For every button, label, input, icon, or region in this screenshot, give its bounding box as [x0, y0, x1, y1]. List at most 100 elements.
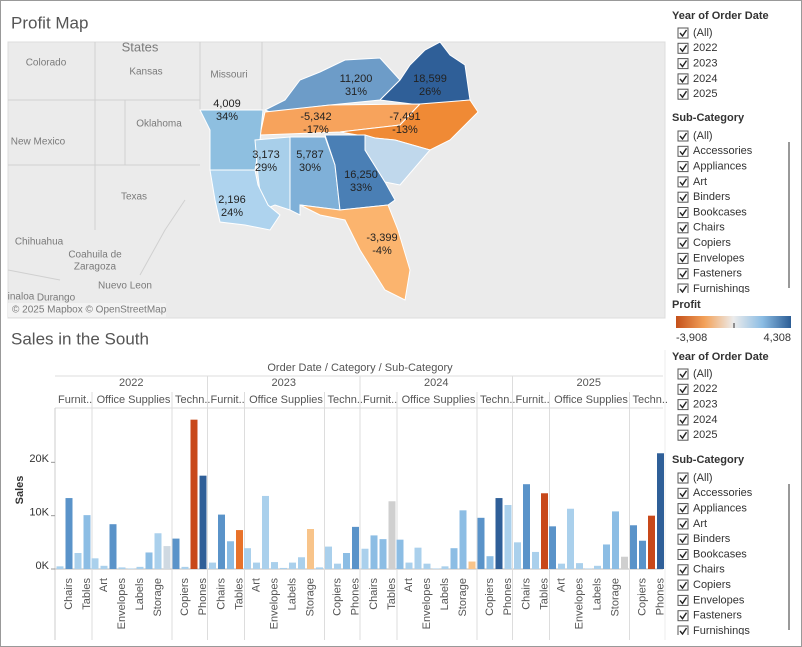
bar	[280, 567, 287, 569]
checkbox[interactable]	[677, 27, 689, 39]
filter-item[interactable]: Binders	[693, 533, 731, 545]
filter-item[interactable]: Bookcases	[693, 206, 747, 218]
filter-item[interactable]: 2023	[693, 58, 717, 70]
checkbox[interactable]	[677, 549, 689, 560]
filter-item[interactable]: Furnishings	[693, 625, 750, 637]
place-label: Missouri	[210, 70, 247, 81]
checkmark	[679, 474, 688, 483]
filter-item[interactable]: Envelopes	[693, 594, 745, 606]
bar	[594, 565, 601, 569]
filter-title: Year of Order Date	[672, 10, 769, 22]
filter-item[interactable]: Furnishings	[693, 283, 750, 295]
checkbox[interactable]	[677, 58, 689, 70]
checkbox[interactable]	[677, 399, 689, 411]
bar	[91, 558, 99, 569]
filter-item[interactable]: 2022	[693, 383, 717, 395]
checkbox[interactable]	[677, 472, 689, 484]
filter-item[interactable]: Appliances	[693, 503, 747, 515]
checkmark	[679, 270, 688, 278]
checkbox[interactable]	[677, 283, 689, 294]
filter-item[interactable]: Accessories	[693, 487, 753, 499]
filter-item[interactable]: 2023	[693, 399, 717, 411]
checkbox[interactable]	[677, 533, 689, 545]
filter-item[interactable]: Copiers	[693, 237, 731, 249]
checkbox[interactable]	[677, 487, 689, 499]
checkbox[interactable]	[677, 252, 689, 264]
filter-item[interactable]: (All)	[693, 130, 713, 142]
bar	[486, 556, 494, 569]
checkbox[interactable]	[677, 161, 689, 173]
filter-item[interactable]: Art	[693, 518, 707, 530]
checkmark	[679, 489, 688, 498]
checkbox[interactable]	[677, 383, 689, 395]
filter-item[interactable]: (All)	[693, 27, 713, 39]
checkbox[interactable]	[677, 518, 689, 530]
checkbox[interactable]	[677, 176, 689, 188]
filter-item[interactable]: Bookcases	[693, 548, 747, 560]
checkbox[interactable]	[677, 207, 689, 218]
filter-item[interactable]: 2025	[693, 429, 717, 441]
x-tick-label: Copiers	[179, 578, 191, 616]
attribution: © 2025 Mapbox © OpenStreetMap	[12, 305, 167, 316]
filter-item[interactable]: Fasteners	[693, 610, 742, 622]
state-profit: 11,200	[340, 73, 373, 85]
x-tick-label: Chairs	[368, 578, 380, 610]
checkbox[interactable]	[677, 130, 689, 142]
bar	[199, 475, 207, 569]
checkbox[interactable]	[677, 368, 689, 380]
bar	[127, 568, 135, 569]
checkbox[interactable]	[677, 145, 689, 157]
checkbox[interactable]	[677, 414, 689, 426]
checkbox[interactable]	[677, 625, 689, 636]
filter-item[interactable]: 2024	[693, 414, 717, 426]
category-header: Furnit..	[363, 394, 397, 406]
category-header: Techn..	[175, 394, 210, 406]
filter-item[interactable]: Chairs	[693, 564, 725, 576]
checkbox[interactable]	[677, 222, 689, 234]
checkmark	[679, 60, 688, 68]
bar	[83, 515, 91, 569]
checkbox[interactable]	[677, 73, 689, 85]
filter-item[interactable]: 2025	[693, 88, 717, 100]
filter-item[interactable]: Copiers	[693, 579, 731, 591]
checkmark	[679, 193, 688, 202]
filter-item[interactable]: (All)	[693, 472, 713, 484]
x-tick-label: Chairs	[520, 578, 532, 610]
bar	[56, 566, 64, 569]
filter-item[interactable]: (All)	[693, 368, 713, 380]
checkmark	[679, 255, 688, 263]
checkbox[interactable]	[677, 191, 689, 203]
filter-item[interactable]: 2024	[693, 73, 717, 85]
checkbox[interactable]	[677, 88, 689, 100]
checkbox[interactable]	[677, 503, 689, 515]
state-profit: 16,250	[344, 169, 378, 181]
checkbox[interactable]	[677, 610, 689, 622]
checkbox[interactable]	[677, 42, 689, 54]
state-profit: 3,173	[252, 149, 280, 161]
checkbox[interactable]	[677, 564, 689, 576]
checkmark	[679, 551, 688, 559]
checkbox[interactable]	[677, 268, 689, 280]
filter-item[interactable]: Art	[693, 176, 707, 188]
checkbox[interactable]	[677, 579, 689, 591]
checkbox[interactable]	[677, 594, 689, 606]
place-label: States	[122, 39, 159, 54]
filter-item[interactable]: Chairs	[693, 222, 725, 234]
state	[364, 134, 431, 186]
place-label: Oklahoma	[136, 119, 182, 130]
filter-item[interactable]: Fasteners	[693, 268, 742, 280]
checkbox[interactable]	[677, 429, 689, 441]
filter-item[interactable]: Appliances	[693, 161, 747, 173]
bar	[459, 510, 467, 569]
x-tick-label: Tables	[81, 578, 93, 610]
checkmark	[679, 520, 688, 529]
filter-item[interactable]: Accessories	[693, 145, 753, 157]
checkbox[interactable]	[677, 237, 689, 249]
filter-item[interactable]: Envelopes	[693, 252, 745, 264]
state-profit: -5,342	[300, 111, 331, 123]
filter-item[interactable]: 2022	[693, 42, 717, 54]
bar	[450, 548, 458, 569]
checkmark	[679, 431, 688, 440]
filter-item[interactable]: Binders	[693, 191, 731, 203]
